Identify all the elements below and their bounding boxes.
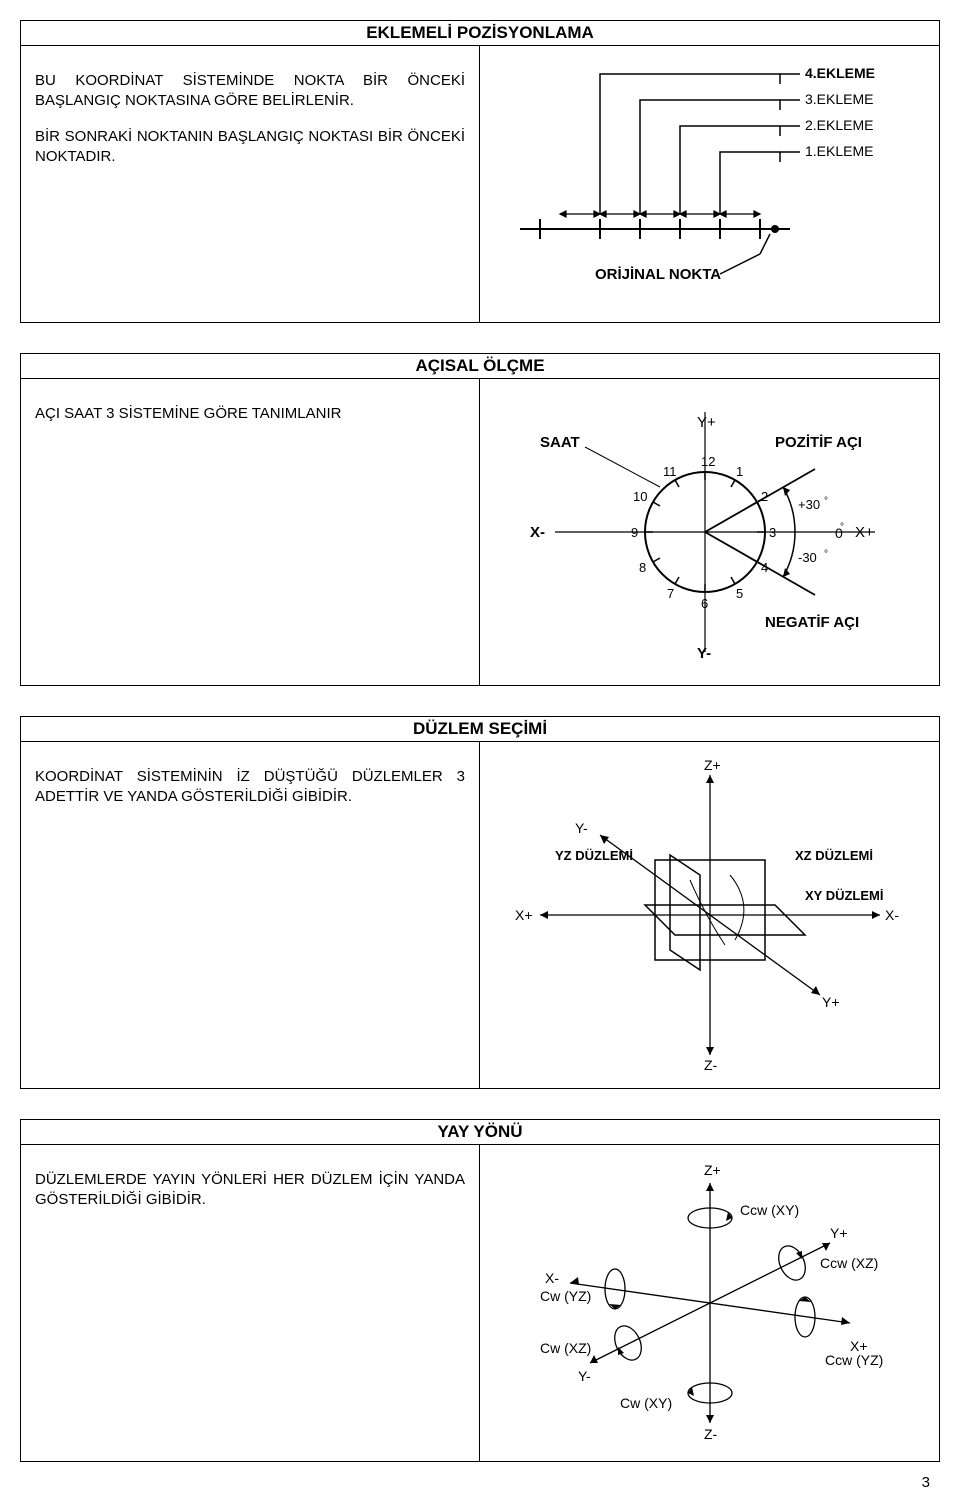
label-xy-plane: XY DÜZLEMİ [805, 888, 884, 903]
label-xm: X- [885, 907, 899, 923]
label-zm2: Z- [704, 1426, 718, 1442]
incremental-text: BU KOORDİNAT SİSTEMİNDE NOKTA BİR ÖNCEKİ… [21, 46, 480, 322]
label-e2: 2.EKLEME [805, 117, 873, 133]
h3: 3 [769, 525, 776, 540]
incremental-para1: BU KOORDİNAT SİSTEMİNDE NOKTA BİR ÖNCEKİ… [35, 71, 465, 112]
label-e3: 3.EKLEME [805, 91, 873, 107]
incremental-diagram: 4.EKLEME 3.EKLEME 2.EKLEME 1.EKLEME [480, 46, 939, 322]
label-xm2: X- [545, 1270, 559, 1286]
label-xz-plane: XZ DÜZLEMİ [795, 848, 873, 863]
h11: 11 [663, 464, 677, 479]
label-zp: Z+ [704, 757, 721, 773]
label-e1: 1.EKLEME [805, 143, 873, 159]
label-clock: SAAT [540, 434, 580, 451]
h12: 12 [701, 454, 715, 469]
label-ccw-xy: Ccw (XY) [740, 1202, 799, 1218]
arc-text: DÜZLEMLERDE YAYIN YÖNLERİ HER DÜZLEM İÇİ… [21, 1145, 480, 1461]
h5: 5 [736, 586, 743, 601]
plane-para1: KOORDİNAT SİSTEMİNİN İZ DÜŞTÜĞÜ DÜZLEMLE… [35, 767, 465, 808]
label-yp2: Y+ [830, 1225, 848, 1241]
angular-diagram: 12 1 2 3 4 5 6 7 8 9 10 11 +30 [480, 379, 939, 685]
label-e4: 4.EKLEME [805, 65, 875, 81]
h6: 6 [701, 596, 708, 611]
label-neg-angle: NEGATİF AÇI [765, 614, 859, 631]
h9: 9 [631, 525, 638, 540]
section-plane: KOORDİNAT SİSTEMİNİN İZ DÜŞTÜĞÜ DÜZLEMLE… [20, 742, 940, 1089]
h7: 7 [667, 586, 674, 601]
h1: 1 [736, 464, 743, 479]
section-angular: AÇI SAAT 3 SİSTEMİNE GÖRE TANIMLANIR [20, 379, 940, 686]
h8: 8 [639, 560, 646, 575]
label-pos-angle: POZİTİF AÇI [775, 434, 862, 451]
label-ym: Y- [575, 820, 588, 836]
label-ym: Y- [697, 645, 711, 662]
section-title-plane: DÜZLEM SEÇİMİ [20, 716, 940, 742]
label-ym2: Y- [578, 1368, 591, 1384]
plane-diagram: Z+ Z- X+ X- Y- Y+ YZ DÜZLEMİ XZ DÜZLEMİ … [480, 742, 939, 1088]
section-incremental: BU KOORDİNAT SİSTEMİNDE NOKTA BİR ÖNCEKİ… [20, 46, 940, 323]
label-ccw-yz: Ccw (YZ) [825, 1352, 883, 1368]
svg-text:°: ° [824, 496, 828, 507]
section-title-incremental: EKLEMELİ POZİSYONLAMA [20, 20, 940, 46]
label-origin: ORİJİNAL NOKTA [595, 266, 721, 283]
section-arc: DÜZLEMLERDE YAYIN YÖNLERİ HER DÜZLEM İÇİ… [20, 1145, 940, 1462]
label-m30: -30 [798, 550, 817, 565]
label-p30: +30 [798, 497, 820, 512]
arc-diagram: Z+ Z- X- X+ Y+ Y- Ccw (XY) Cw (XY) Ccw (… [480, 1145, 939, 1461]
h10: 10 [633, 489, 647, 504]
label-cw-xz: Cw (XZ) [540, 1340, 591, 1356]
label-yp: Y+ [822, 994, 840, 1010]
label-yz-plane: YZ DÜZLEMİ [555, 848, 633, 863]
arc-para1: DÜZLEMLERDE YAYIN YÖNLERİ HER DÜZLEM İÇİ… [35, 1170, 465, 1211]
label-zm: Z- [704, 1057, 718, 1073]
label-yp: Y+ [697, 414, 716, 431]
label-cw-xy: Cw (XY) [620, 1395, 672, 1411]
angular-para1: AÇI SAAT 3 SİSTEMİNE GÖRE TANIMLANIR [35, 404, 465, 424]
section-title-arc: YAY YÖNÜ [20, 1119, 940, 1145]
svg-text:°: ° [824, 549, 828, 560]
angular-text: AÇI SAAT 3 SİSTEMİNE GÖRE TANIMLANIR [21, 379, 480, 685]
svg-text:°: ° [840, 522, 844, 533]
section-title-angular: AÇISAL ÖLÇME [20, 353, 940, 379]
plane-text: KOORDİNAT SİSTEMİNİN İZ DÜŞTÜĞÜ DÜZLEMLE… [21, 742, 480, 1088]
label-ccw-xz: Ccw (XZ) [820, 1255, 878, 1271]
label-zp2: Z+ [704, 1162, 721, 1178]
incremental-para2: BİR SONRAKİ NOKTANIN BAŞLANGIÇ NOKTASI B… [35, 127, 465, 168]
label-xp: X+ [515, 907, 533, 923]
page-number: 3 [20, 1474, 940, 1491]
label-cw-yz: Cw (YZ) [540, 1288, 591, 1304]
label-xm: X- [530, 524, 545, 541]
label-xp: X+ [855, 524, 874, 541]
